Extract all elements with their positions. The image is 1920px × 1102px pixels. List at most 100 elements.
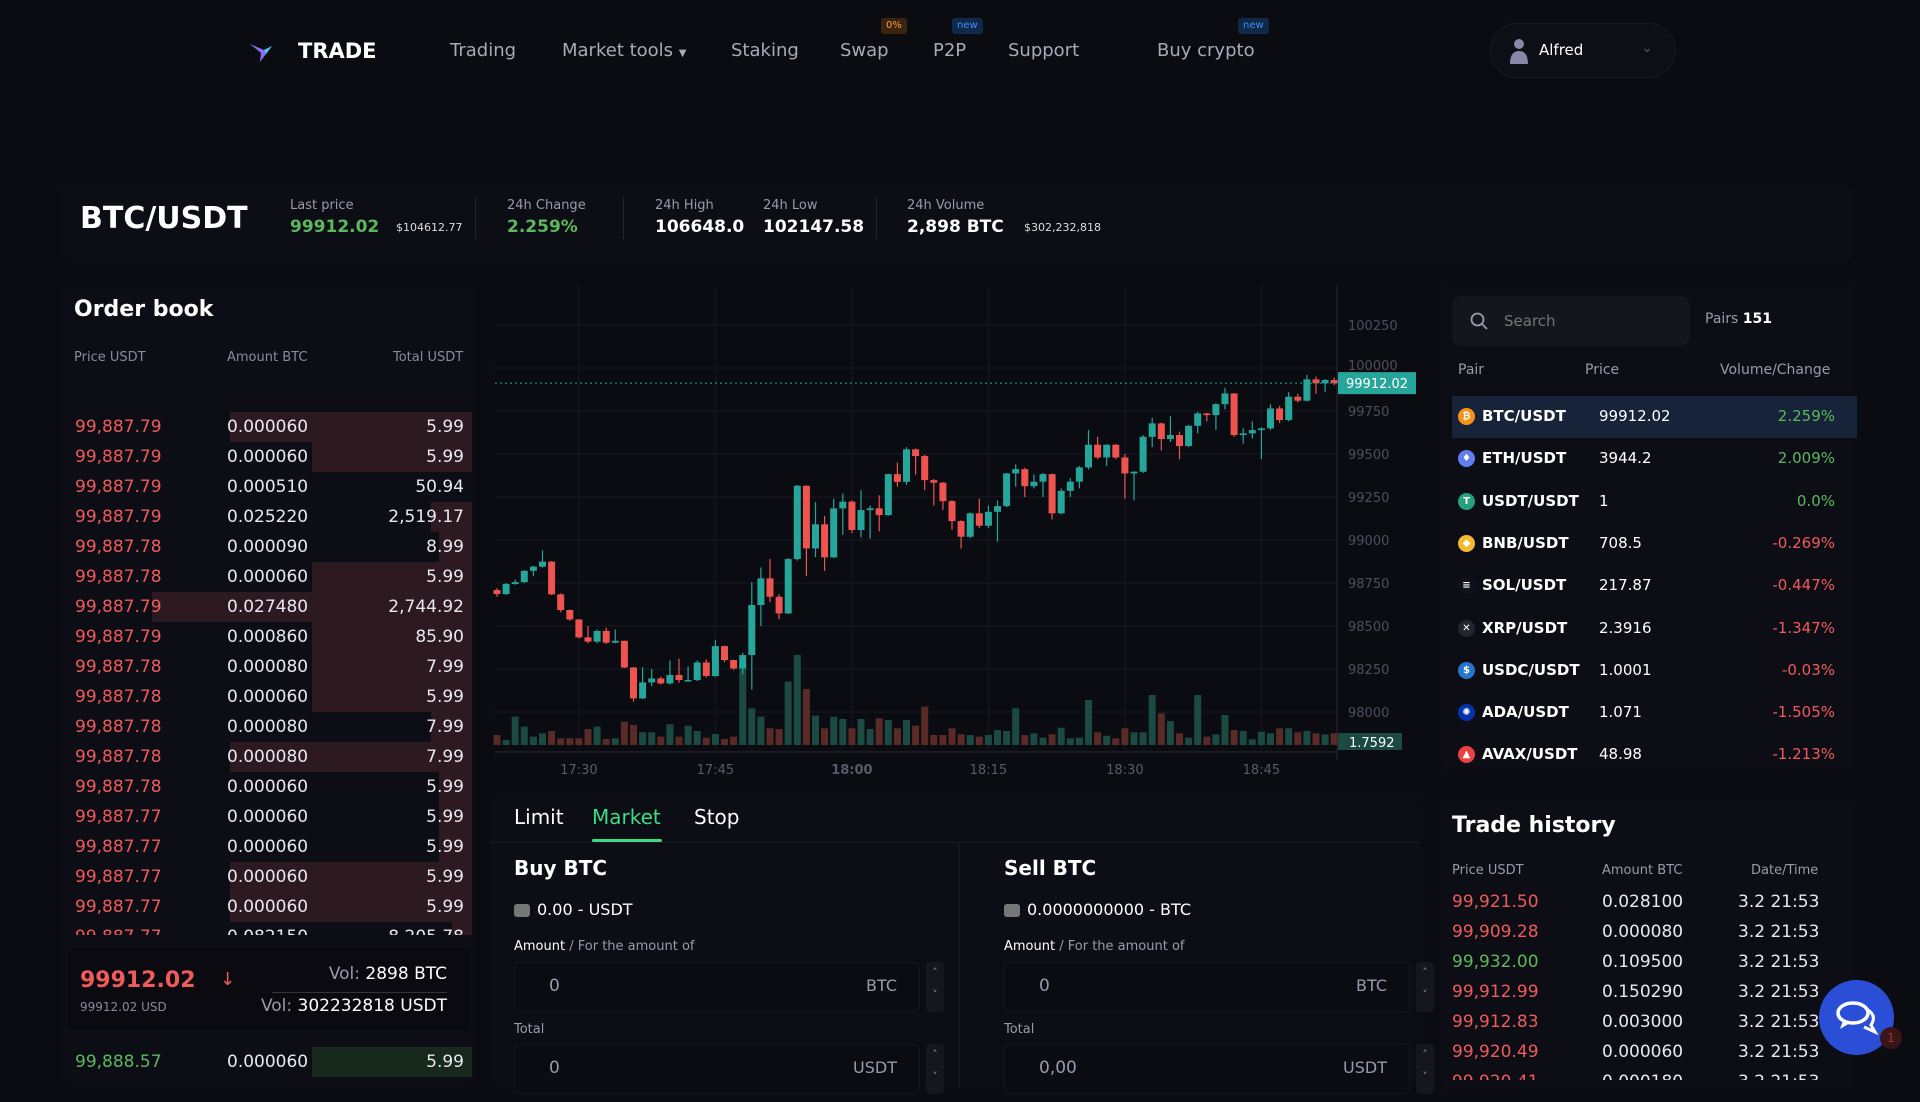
caret-down-icon: ▼: [678, 48, 687, 59]
ask-total: 8.99: [426, 537, 464, 557]
depth-bar: [431, 712, 472, 742]
ask-row[interactable]: 99,887.77 0.000060 5.99: [62, 802, 472, 832]
pair-row[interactable]: T USDT/USDT 1 0.0%: [1452, 481, 1857, 523]
ask-row[interactable]: 99,887.78 0.000080 7.99: [62, 742, 472, 772]
pair-price: 1: [1599, 491, 1609, 510]
stepper-down-icon[interactable]: ˅: [932, 1070, 938, 1083]
pair-row[interactable]: ✕ XRP/USDT 2.3916 -1.347%: [1452, 608, 1857, 650]
vol-usdt: Vol: 302232818 USDT: [261, 996, 447, 1016]
ask-row[interactable]: 99,887.78 0.000060 5.99: [62, 562, 472, 592]
pair-search[interactable]: [1452, 296, 1690, 346]
bitcoin-icon: ₿: [1458, 408, 1475, 425]
buy-amount-stepper[interactable]: ˄ ˅: [926, 962, 944, 1012]
ask-total: 5.99: [426, 837, 464, 857]
pair-name: USDT/USDT: [1482, 491, 1579, 510]
nav-buy-crypto[interactable]: Buy crypto: [1157, 40, 1255, 61]
ask-row[interactable]: 99,887.79 0.027480 2,744.92: [62, 592, 472, 622]
ask-row[interactable]: 99,887.79 0.000060 5.99: [62, 412, 472, 442]
ask-row[interactable]: 99,887.78 0.000090 8.99: [62, 532, 472, 562]
nav-staking[interactable]: Staking: [731, 40, 799, 61]
nav-market-tools[interactable]: Market tools ▼: [562, 40, 687, 61]
search-icon: [1470, 312, 1488, 330]
search-input[interactable]: [1504, 308, 1674, 334]
pair-change: -0.03%: [1781, 660, 1835, 679]
ask-amount: 0.000060: [227, 687, 309, 707]
sell-amount-stepper[interactable]: ˄ ˅: [1416, 962, 1434, 1012]
pair-change: -1.505%: [1772, 703, 1835, 722]
bid-row[interactable]: 99,888.57 0.000060 5.99: [62, 1047, 472, 1077]
ask-row[interactable]: 99,887.77 0.000060 5.99: [62, 892, 472, 922]
amount-alt-label: For the amount of: [577, 939, 695, 954]
stepper-up-icon[interactable]: ˄: [932, 966, 938, 979]
ask-price: 99,887.79: [75, 417, 162, 437]
stepper-up-icon[interactable]: ˄: [1422, 1048, 1428, 1061]
pair-row[interactable]: ≡ SOL/USDT 217.87 -0.447%: [1452, 565, 1857, 607]
stepper-down-icon[interactable]: ˅: [1422, 988, 1428, 1001]
stepper-up-icon[interactable]: ˄: [1422, 966, 1428, 979]
ask-amount: 0.000090: [227, 537, 309, 557]
nav-trading[interactable]: Trading: [450, 40, 517, 61]
tab-stop[interactable]: Stop: [694, 805, 740, 829]
stepper-up-icon[interactable]: ˄: [932, 1048, 938, 1061]
nav-swap[interactable]: Swap: [840, 40, 889, 61]
vol-btc-value: 2898 BTC: [365, 964, 447, 984]
pair-row[interactable]: ▲ AVAX/USDT 48.98 -1.213%: [1452, 734, 1857, 776]
sell-total-input[interactable]: 0,00 USDT: [1004, 1044, 1410, 1094]
buy-total-input[interactable]: 0 USDT: [514, 1044, 920, 1094]
depth-bar: [439, 772, 472, 802]
depth-bar: [312, 442, 472, 472]
pair-row[interactable]: ✺ ADA/USDT 1.071 -1.505%: [1452, 692, 1857, 734]
pair-name: ETH/USDT: [1482, 449, 1567, 468]
tab-market[interactable]: Market: [592, 805, 661, 829]
buy-amount-input[interactable]: 0 BTC: [514, 962, 920, 1012]
ask-row[interactable]: 99,887.79 0.000060 5.99: [62, 442, 472, 472]
ask-row[interactable]: 99,887.79 0.000510 50.94: [62, 472, 472, 502]
ask-row[interactable]: 99,887.79 0.000860 85.90: [62, 622, 472, 652]
nav-support[interactable]: Support: [1008, 40, 1080, 61]
ask-total: 2,744.92: [388, 597, 464, 617]
pair-row[interactable]: $ USDC/USDT 1.0001 -0.03%: [1452, 650, 1857, 692]
ask-row[interactable]: 99,887.77 0.000060 5.99: [62, 832, 472, 862]
pairs-header-pair: Pair: [1458, 362, 1485, 378]
user-menu[interactable]: Alfred ⌄: [1490, 23, 1676, 78]
pair-price: 3944.2: [1599, 449, 1652, 468]
sell-amount-input[interactable]: 0 BTC: [1004, 962, 1410, 1012]
mid-price: 99912.02: [80, 968, 196, 993]
nav-p2p[interactable]: P2P: [933, 40, 967, 61]
last-price: 99912.02: [290, 217, 380, 237]
th-header-price: Price USDT: [1452, 863, 1524, 878]
active-tab-indicator: [592, 839, 662, 842]
pair-row[interactable]: ◆ BNB/USDT 708.5 -0.269%: [1452, 523, 1857, 565]
ask-amount: 0.000060: [227, 567, 309, 587]
solana-icon: ≡: [1458, 577, 1475, 595]
ask-row[interactable]: 99,887.78 0.000080 7.99: [62, 652, 472, 682]
ask-price: 99,887.77: [75, 837, 162, 857]
pair-row[interactable]: ♦ ETH/USDT 3944.2 2.009%: [1452, 438, 1857, 480]
depth-bar: [312, 622, 472, 652]
amount-value: 0: [1039, 976, 1050, 996]
buy-total-stepper[interactable]: ˄ ˅: [926, 1044, 944, 1094]
ask-row[interactable]: 99,887.78 0.000060 5.99: [62, 772, 472, 802]
ask-row[interactable]: 99,887.78 0.000060 5.99: [62, 682, 472, 712]
ask-amount: 0.000060: [227, 867, 309, 887]
stepper-down-icon[interactable]: ˅: [932, 988, 938, 1001]
buy-total-label: Total: [514, 1022, 545, 1037]
depth-bar: [439, 532, 472, 562]
divider: [623, 197, 624, 239]
pair-row[interactable]: ₿ BTC/USDT 99912.02 2.259%: [1452, 396, 1857, 438]
ask-total: 85.90: [415, 627, 464, 647]
buy-balance: 0.00 - USDT: [537, 900, 633, 919]
divider: [490, 842, 1420, 843]
stepper-down-icon[interactable]: ˅: [1422, 1070, 1428, 1083]
ask-row[interactable]: 99,887.77 0.082150 8,205.78: [62, 922, 472, 935]
amount-label: Amount: [1004, 939, 1056, 954]
ask-row[interactable]: 99,887.77 0.000060 5.99: [62, 862, 472, 892]
sell-total-stepper[interactable]: ˄ ˅: [1416, 1044, 1434, 1094]
pairs-count: Pairs 151: [1705, 311, 1772, 327]
tab-limit[interactable]: Limit: [514, 805, 564, 829]
ask-row[interactable]: 99,887.79 0.025220 2,519.17: [62, 502, 472, 532]
order-form: Limit Market Stop: [490, 795, 1420, 1088]
pair-name: ADA/USDT: [1482, 703, 1569, 722]
ask-row[interactable]: 99,887.78 0.000080 7.99: [62, 712, 472, 742]
logo[interactable]: TRADE: [248, 38, 378, 66]
